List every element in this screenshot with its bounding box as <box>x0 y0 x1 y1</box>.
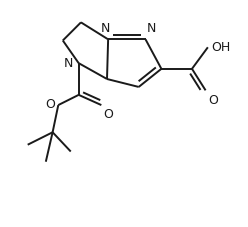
Text: O: O <box>104 108 114 121</box>
Text: N: N <box>101 22 111 35</box>
Text: O: O <box>46 98 56 111</box>
Text: N: N <box>147 22 156 35</box>
Text: O: O <box>208 93 218 106</box>
Text: OH: OH <box>211 40 230 53</box>
Text: N: N <box>64 56 73 69</box>
